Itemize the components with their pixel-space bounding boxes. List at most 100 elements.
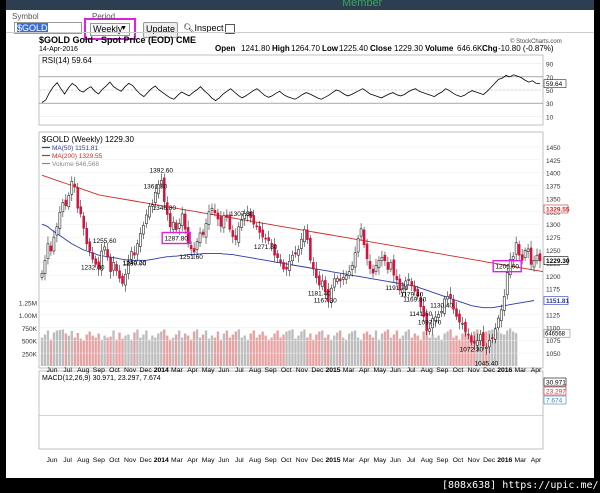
candle-body (67, 195, 71, 207)
candle-body (505, 272, 509, 296)
volume-bar (395, 330, 399, 366)
candle-body (380, 256, 384, 261)
candle-body (165, 202, 169, 215)
candle-body (517, 244, 521, 256)
candle-body (249, 211, 253, 218)
price-annotation: 1179.40 (400, 291, 423, 298)
candle-body (267, 237, 270, 241)
price-tick-label: 1375 (546, 184, 561, 191)
x-tick-label: Aug (77, 367, 89, 374)
candle-body (255, 225, 258, 228)
x-tick-label: Apr (359, 457, 370, 464)
price-annotation: 1181.40 (308, 290, 331, 297)
candle-body (183, 213, 187, 230)
volume-bar (458, 339, 461, 366)
candle-body (401, 288, 405, 294)
candle-body (180, 213, 184, 227)
volume-bar (467, 334, 470, 366)
candle-body (70, 181, 74, 195)
price-tick-label: 1050 (546, 351, 561, 358)
candle-body (189, 245, 193, 250)
volume-bar (124, 335, 127, 366)
macd-badge (543, 386, 567, 396)
legend-entry: MA(200) 1329.55 (52, 153, 103, 160)
price-annotation: 1251.60 (179, 254, 203, 261)
candle-body (476, 340, 479, 346)
price-annotation: 1255.60 (93, 238, 117, 245)
candle-body (222, 215, 226, 229)
volume-bar (145, 330, 148, 366)
price-annotation: 1361.80 (144, 183, 168, 190)
x-tick-label: Apr (531, 457, 542, 464)
x-tick-label: Nov (468, 367, 481, 374)
volume-bar (276, 330, 279, 366)
candle-body (294, 252, 297, 255)
x-tick-label: Jun (218, 457, 229, 464)
volume-bar (333, 335, 336, 366)
x-tick-label: Apr (187, 367, 198, 374)
candle-body (493, 328, 497, 340)
x-tick-label: May (202, 457, 215, 464)
inspect-toggle[interactable]: 🔍︎Inspect (183, 23, 236, 34)
volume-bar (282, 334, 285, 366)
candle-body (258, 226, 261, 233)
volume-bar (440, 339, 443, 366)
volume-bar (422, 331, 425, 366)
symbol-value: $GOLD (17, 23, 48, 33)
candle-body (106, 249, 109, 258)
inspect-checkbox[interactable] (225, 23, 236, 34)
candle-body (46, 243, 50, 260)
volume-bar (380, 333, 384, 366)
volume-bar (330, 339, 333, 366)
volume-bar (452, 337, 455, 366)
price-annotation: 1271.80 (254, 244, 278, 251)
candle-body (410, 281, 414, 287)
rsi-tick-label: 10 (546, 114, 554, 121)
volume-bar (189, 339, 193, 366)
price-annotation: 1141.60 (409, 311, 432, 318)
price-annotation: 1169.80 (403, 296, 426, 303)
volume-bar (279, 337, 282, 366)
candle-body (446, 296, 449, 300)
volume-bar (267, 339, 270, 366)
volume-bar (261, 331, 264, 366)
member-link[interactable]: Member (342, 0, 383, 9)
candle-body (168, 213, 172, 228)
candle-body (461, 322, 464, 325)
volume-bar (67, 335, 71, 366)
x-tick-label: 2015 (325, 367, 340, 374)
candle-body (145, 214, 148, 224)
candle-body (300, 238, 303, 249)
high-value: 1264.70 (291, 44, 320, 53)
volume-bar (428, 337, 431, 366)
volume-bar (163, 329, 166, 366)
volume-bar (494, 327, 497, 366)
volume-bar (309, 333, 312, 366)
volume-bar (324, 337, 327, 366)
candle-body (88, 241, 92, 252)
volume-bar (109, 336, 112, 366)
volume-bar (172, 337, 175, 366)
price-tick-label: 1400 (546, 171, 561, 178)
x-tick-label: Jul (407, 457, 416, 464)
volume-bar (94, 337, 97, 366)
volume-bar (88, 331, 91, 366)
candle-body (368, 261, 372, 269)
candle-body (43, 260, 47, 274)
volume-bar (249, 333, 252, 366)
x-tick-label: Jun (390, 367, 401, 374)
candle-body (279, 259, 282, 263)
candle-body (264, 237, 267, 240)
price-annotation: 1130.40 (430, 303, 453, 310)
symbol-input[interactable]: $GOLD (14, 22, 82, 34)
chg-value: -10.80 (-0.87%) (498, 44, 554, 53)
candle-body (109, 257, 112, 272)
candle-body (419, 297, 423, 307)
update-button[interactable]: Update (143, 22, 178, 38)
candle-body (157, 184, 160, 195)
volume-bar (386, 329, 390, 366)
price-annotation: 1392.60 (150, 167, 174, 174)
volume-bar (64, 333, 68, 366)
price-title: $GOLD (Weekly) 1229.30 (42, 135, 134, 144)
volume-bar (270, 337, 273, 366)
